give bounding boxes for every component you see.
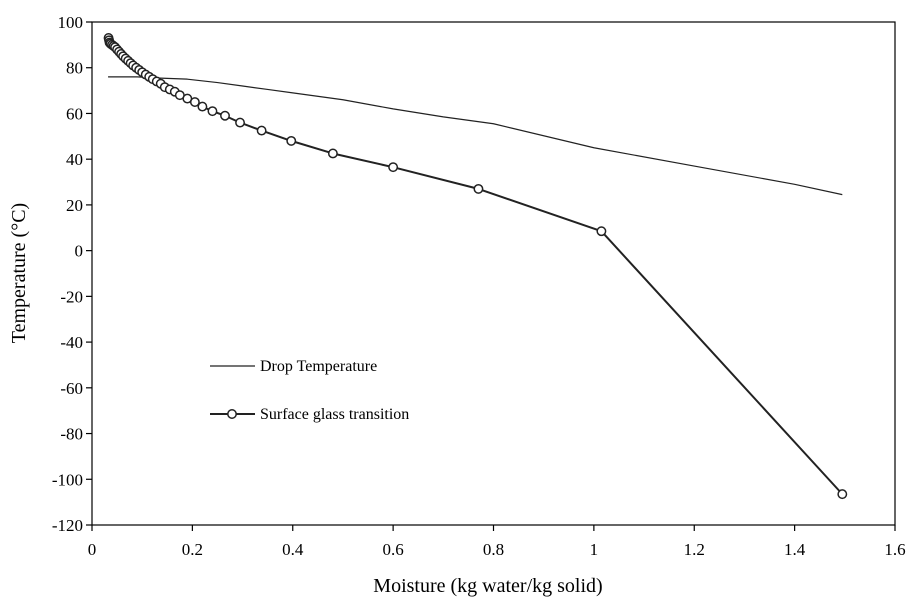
y-tick-label: -120	[52, 516, 83, 535]
y-tick-label: 0	[75, 242, 84, 261]
data-point-surface-glass-transition	[388, 162, 399, 173]
y-tick-label: -60	[60, 379, 83, 398]
legend: Drop Temperature Surface glass transitio…	[210, 358, 409, 423]
legend-label-surface-glass-transition: Surface glass transition	[260, 406, 409, 423]
x-tick-label: 1.2	[684, 540, 705, 559]
data-point-surface-glass-transition	[220, 110, 230, 121]
y-tick-label: 20	[66, 196, 83, 215]
y-tick-label: 100	[58, 13, 84, 32]
series-layer	[103, 33, 848, 500]
x-tick-label: 1	[590, 540, 599, 559]
y-tick-label: 80	[66, 59, 83, 78]
data-point-surface-glass-transition	[473, 183, 484, 194]
plot-area	[91, 21, 896, 526]
x-tick-label: 1.4	[784, 540, 806, 559]
x-tick-label: 1.6	[884, 540, 905, 559]
x-tick-label: 0.4	[282, 540, 304, 559]
legend-label-drop-temperature: Drop Temperature	[260, 358, 377, 375]
data-point-surface-glass-transition	[327, 148, 338, 159]
x-tick-label: 0.6	[383, 540, 404, 559]
y-axis: 100 80 60 40 20 0 -20 -40 -60 -80 -100 -120	[52, 13, 92, 535]
x-axis: 0 0.2 0.4 0.6 0.8 1 1.2 1.4 1.6	[88, 525, 906, 559]
y-axis-title: Temperature (°C)	[8, 203, 30, 343]
data-point-surface-glass-transition	[286, 135, 297, 146]
y-tick-label: -20	[60, 287, 83, 306]
x-tick-label: 0.2	[182, 540, 203, 559]
data-point-surface-glass-transition	[207, 106, 218, 117]
x-tick-label: 0.8	[483, 540, 504, 559]
data-point-surface-glass-transition	[596, 226, 607, 237]
y-tick-label: -40	[60, 333, 83, 352]
y-tick-label: -100	[52, 470, 83, 489]
data-point-surface-glass-transition	[256, 125, 267, 136]
y-tick-label: 40	[66, 150, 83, 169]
y-tick-label: 60	[66, 104, 83, 123]
y-tick-label: -80	[60, 425, 83, 444]
series-line-drop-temperature	[108, 76, 843, 196]
data-point-surface-glass-transition	[197, 101, 208, 112]
data-point-surface-glass-transition	[837, 489, 848, 500]
legend-marker-surface-glass-transition	[227, 409, 237, 419]
x-axis-title: Moisture (kg water/kg solid)	[373, 575, 602, 597]
data-point-surface-glass-transition	[189, 97, 200, 107]
data-point-surface-glass-transition	[235, 117, 246, 128]
x-tick-label: 0	[88, 540, 97, 559]
